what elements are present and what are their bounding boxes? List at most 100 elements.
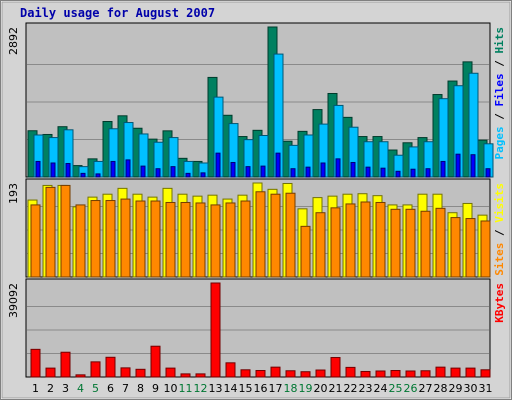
bar-visits-sites-4 [75,204,86,278]
bar-hits-pages-17 [275,152,281,178]
legend-entry: Files [493,73,506,106]
bar-hits-pages-19 [305,166,311,178]
x-tick-label-17: 17 [269,382,283,395]
chart-title: Daily usage for August 2007 [20,6,215,20]
bar-hits-pages-26 [410,168,416,178]
legend-entry: / [493,107,506,127]
x-tick-label-13: 13 [209,382,223,395]
bar-visits-sites-1 [30,204,41,278]
bar-kbytes-kbytes-12 [195,373,206,378]
panel-hits-max-label: 2892 [7,27,20,55]
x-tick-label-20: 20 [314,382,328,395]
panel-hits: 2892 Pages / Files / Hits [7,22,506,178]
legend-entry: Sites [493,243,506,276]
x-tick-label-29: 29 [449,382,463,395]
bar-kbytes-kbytes-8 [135,368,146,378]
bar-hits-pages-18 [290,168,296,178]
bar-hits-pages-27 [425,168,431,178]
x-axis-labels: 1 2 3 4 5 6 7 8 9 10 11 12 13 14 15 16 17 18 19 20 21 22 23 24 2… [32,382,493,395]
panel-kbytes-background [25,278,491,378]
bar-visits-sites-27 [420,210,431,278]
bar-kbytes-kbytes-25 [390,370,401,378]
bar-kbytes-kbytes-17 [270,366,281,378]
bar-hits-pages-1 [35,160,41,178]
x-tick-label-26: 26 [404,382,418,395]
x-tick-label-18: 18 [284,382,298,395]
bar-kbytes-kbytes-29 [450,367,461,378]
x-tick-label-30: 30 [464,382,478,395]
bar-visits-sites-17 [270,193,281,278]
bar-hits-pages-22 [350,161,356,178]
bar-kbytes-kbytes-15 [240,369,251,378]
x-tick-label-22: 22 [344,382,358,395]
x-tick-label-31: 31 [479,382,493,395]
x-tick-label-6: 6 [107,382,114,395]
bar-visits-sites-28 [435,207,446,278]
x-tick-label-25: 25 [389,382,403,395]
legend-entry: / [493,54,506,74]
bar-hits-pages-6 [110,160,116,178]
bar-visits-sites-29 [450,217,461,278]
x-tick-label-14: 14 [224,382,238,395]
bar-hits-pages-28 [440,160,446,178]
bar-visits-sites-24 [375,201,386,278]
bar-kbytes-kbytes-1 [30,348,41,378]
bar-hits-pages-12 [200,172,206,178]
bar-kbytes-kbytes-20 [315,369,326,378]
bar-kbytes-kbytes-11 [180,373,191,378]
bar-hits-pages-21 [335,158,341,178]
bar-visits-sites-2 [45,186,56,278]
panel-kbytes-max-label: 39092 [7,283,20,318]
bar-hits-pages-2 [50,162,56,178]
x-tick-label-11: 11 [179,382,193,395]
bar-visits-sites-12 [195,202,206,278]
bar-kbytes-kbytes-21 [330,357,341,378]
x-tick-label-3: 3 [62,382,69,395]
bar-visits-sites-30 [465,218,476,278]
bar-kbytes-kbytes-6 [105,356,116,378]
panel-kbytes-legend: KBytes [493,283,506,323]
legend-entry: Pages [493,126,506,159]
bar-kbytes-kbytes-5 [90,361,101,378]
bar-kbytes-kbytes-4 [75,374,86,378]
bar-hits-pages-8 [140,165,146,178]
panel-visits-legend: Sites / Visits [493,183,506,276]
bar-hits-pages-11 [185,172,191,178]
x-tick-label-9: 9 [152,382,159,395]
x-tick-label-27: 27 [419,382,433,395]
x-tick-label-2: 2 [47,382,54,395]
bar-hits-pages-9 [155,168,161,178]
legend-entry: / [493,223,506,243]
bar-visits-sites-9 [150,200,161,278]
bar-hits-pages-25 [395,170,401,178]
bar-visits-sites-16 [255,191,266,278]
bar-visits-sites-21 [330,207,341,278]
bar-visits-sites-5 [90,200,101,278]
x-tick-label-12: 12 [194,382,208,395]
bar-hits-pages-5 [95,173,101,178]
bar-visits-sites-15 [240,200,251,278]
bar-visits-sites-23 [360,201,371,278]
x-tick-label-4: 4 [77,382,84,395]
panel-hits-legend: Pages / Files / Hits [493,27,506,160]
bar-visits-sites-18 [285,192,296,278]
x-tick-label-15: 15 [239,382,253,395]
bar-kbytes-kbytes-28 [435,366,446,378]
legend-entry: Visits [493,183,506,223]
x-tick-label-8: 8 [137,382,144,395]
bar-hits-pages-23 [365,166,371,178]
bar-hits-pages-15 [245,166,251,178]
bar-visits-sites-31 [480,220,491,278]
bar-hits-pages-29 [455,153,461,178]
bar-visits-sites-20 [315,212,326,278]
bar-hits-pages-16 [260,165,266,178]
legend-entry: KBytes [493,283,506,323]
x-tick-label-21: 21 [329,382,343,395]
bar-visits-sites-14 [225,202,236,278]
bar-visits-sites-13 [210,204,221,278]
bar-visits-sites-26 [405,208,416,278]
legend-entry: Hits [493,27,506,54]
bar-kbytes-kbytes-18 [285,370,296,378]
bar-kbytes-kbytes-14 [225,362,236,378]
bar-visits-sites-19 [300,225,311,278]
